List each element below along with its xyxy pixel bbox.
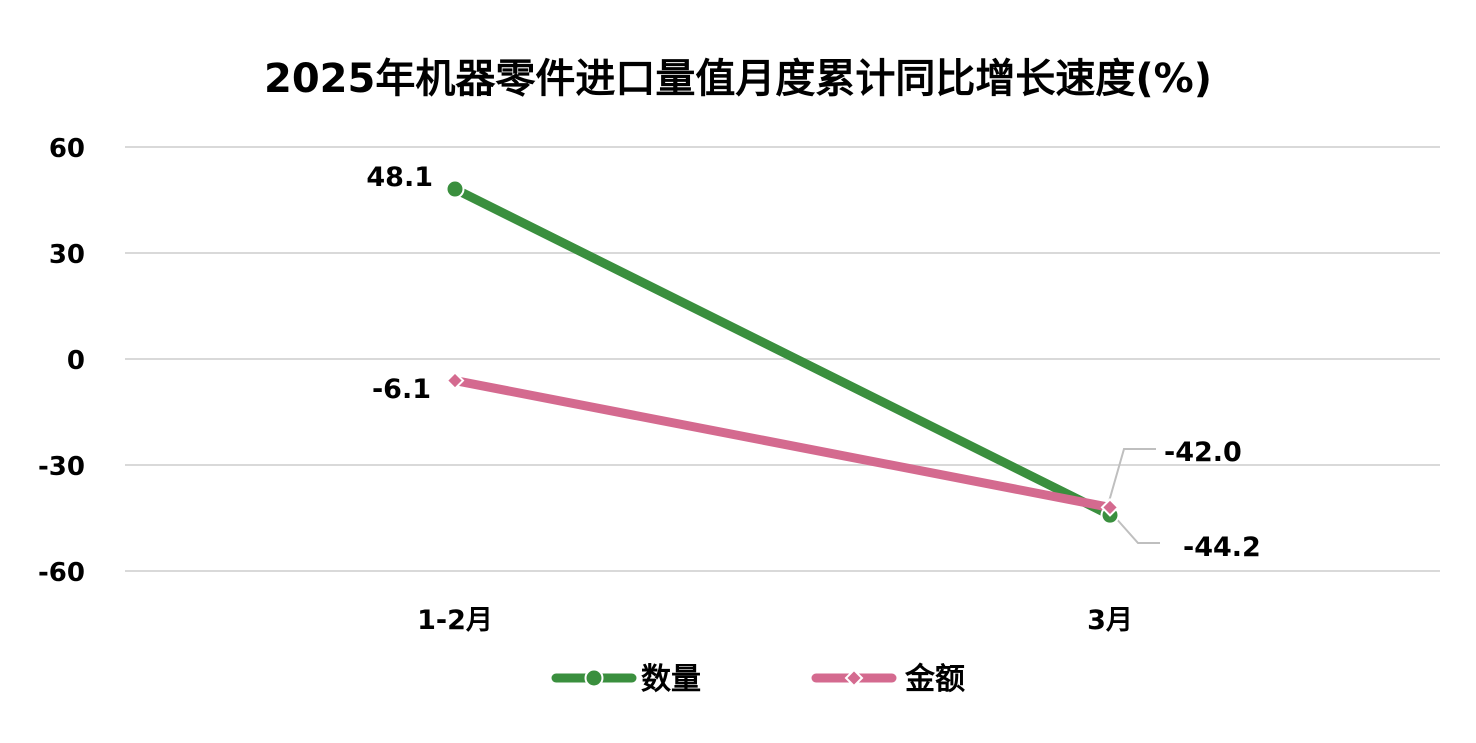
x-tick-label: 3月 xyxy=(1087,605,1133,636)
data-label: -6.1 xyxy=(372,374,431,405)
leader-line xyxy=(1107,448,1156,506)
x-tick-label: 1-2月 xyxy=(417,605,493,636)
series-line-1 xyxy=(450,376,1115,512)
chart-title: 2025年机器零件进口量值月度累计同比增长速度(%) xyxy=(264,56,1212,102)
legend-marker xyxy=(844,668,864,688)
y-tick-label: 60 xyxy=(49,134,85,164)
data-point xyxy=(445,179,465,199)
data-label: -42.0 xyxy=(1164,437,1242,468)
data-point xyxy=(445,371,465,390)
data-label: -44.2 xyxy=(1183,532,1261,563)
leader-line xyxy=(1113,515,1160,544)
legend-label: 数量 xyxy=(641,662,701,697)
data-point xyxy=(1100,497,1120,517)
y-tick-label: -60 xyxy=(38,558,85,588)
data-label: 48.1 xyxy=(366,162,433,193)
y-tick-label: -30 xyxy=(38,452,85,482)
legend-marker xyxy=(584,668,604,688)
y-tick-label: 0 xyxy=(67,346,85,376)
series-line-0 xyxy=(450,184,1115,520)
y-tick-label: 30 xyxy=(49,240,85,270)
legend-label: 金额 xyxy=(904,662,965,697)
